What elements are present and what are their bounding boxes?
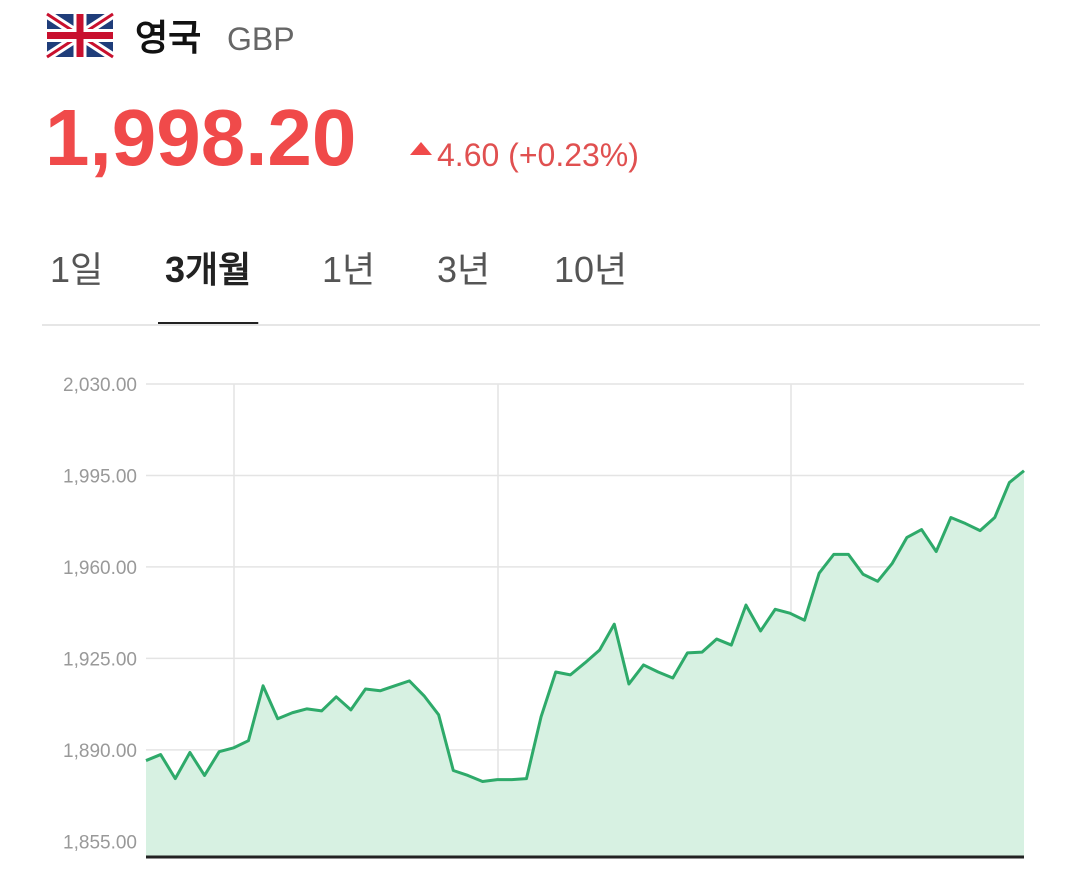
flag — [44, 10, 116, 61]
tab[interactable]: 3개월 — [165, 249, 251, 290]
line — [145, 469, 1025, 783]
y-tick-label: 1,855.00 — [63, 832, 137, 853]
y-tick-label: 1,960.00 — [63, 558, 137, 579]
change-value: 4.60 — [437, 137, 499, 173]
change-percent: (+0.23%) — [508, 137, 639, 173]
price: 1,998.20 — [45, 93, 356, 182]
currency: GBP — [227, 21, 295, 57]
tab[interactable]: 1년 — [322, 249, 375, 290]
change: 4.60 (+0.23%) — [437, 137, 639, 173]
tab[interactable]: 3년 — [437, 249, 490, 290]
up-arrow — [410, 142, 432, 155]
country: 영국 — [135, 17, 201, 58]
y-tick-label: 2,030.00 — [63, 375, 137, 396]
y-tick-label: 1,995.00 — [63, 466, 137, 487]
tab[interactable]: 10년 — [554, 249, 627, 290]
y-tick-label: 1,925.00 — [63, 649, 137, 670]
tab[interactable]: 1일 — [50, 249, 103, 290]
y-tick-label: 1,890.00 — [63, 741, 137, 762]
chart: 1,855.00 1,890.00 1,925.00 1,960.00 1,995.00… — [63, 375, 1025, 859]
tabs: 1일 3개월 1년 3년 10년 — [50, 249, 627, 326]
